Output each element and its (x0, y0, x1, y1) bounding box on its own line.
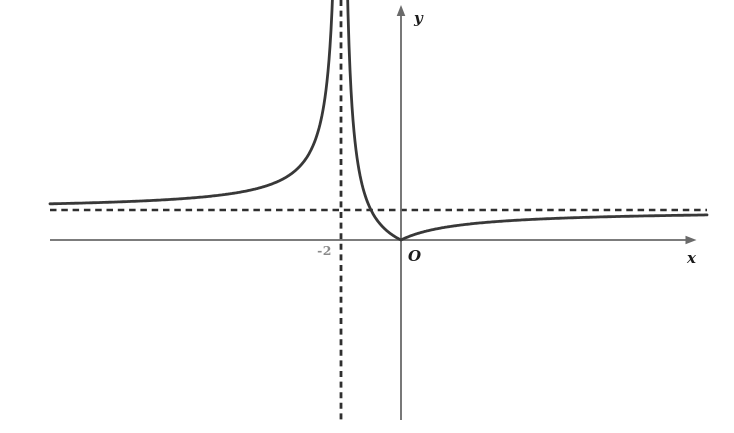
x-axis-label: x (686, 249, 697, 267)
x-axis-arrowhead-icon (685, 235, 697, 245)
y-axis-arrowhead-icon (396, 5, 406, 16)
curve-right-branch (346, 0, 709, 242)
origin-label: O (408, 247, 421, 265)
x-tick-label-minus-2: -2 (317, 243, 332, 258)
curve-left-branch (48, 0, 334, 206)
y-axis-label: y (413, 9, 424, 27)
